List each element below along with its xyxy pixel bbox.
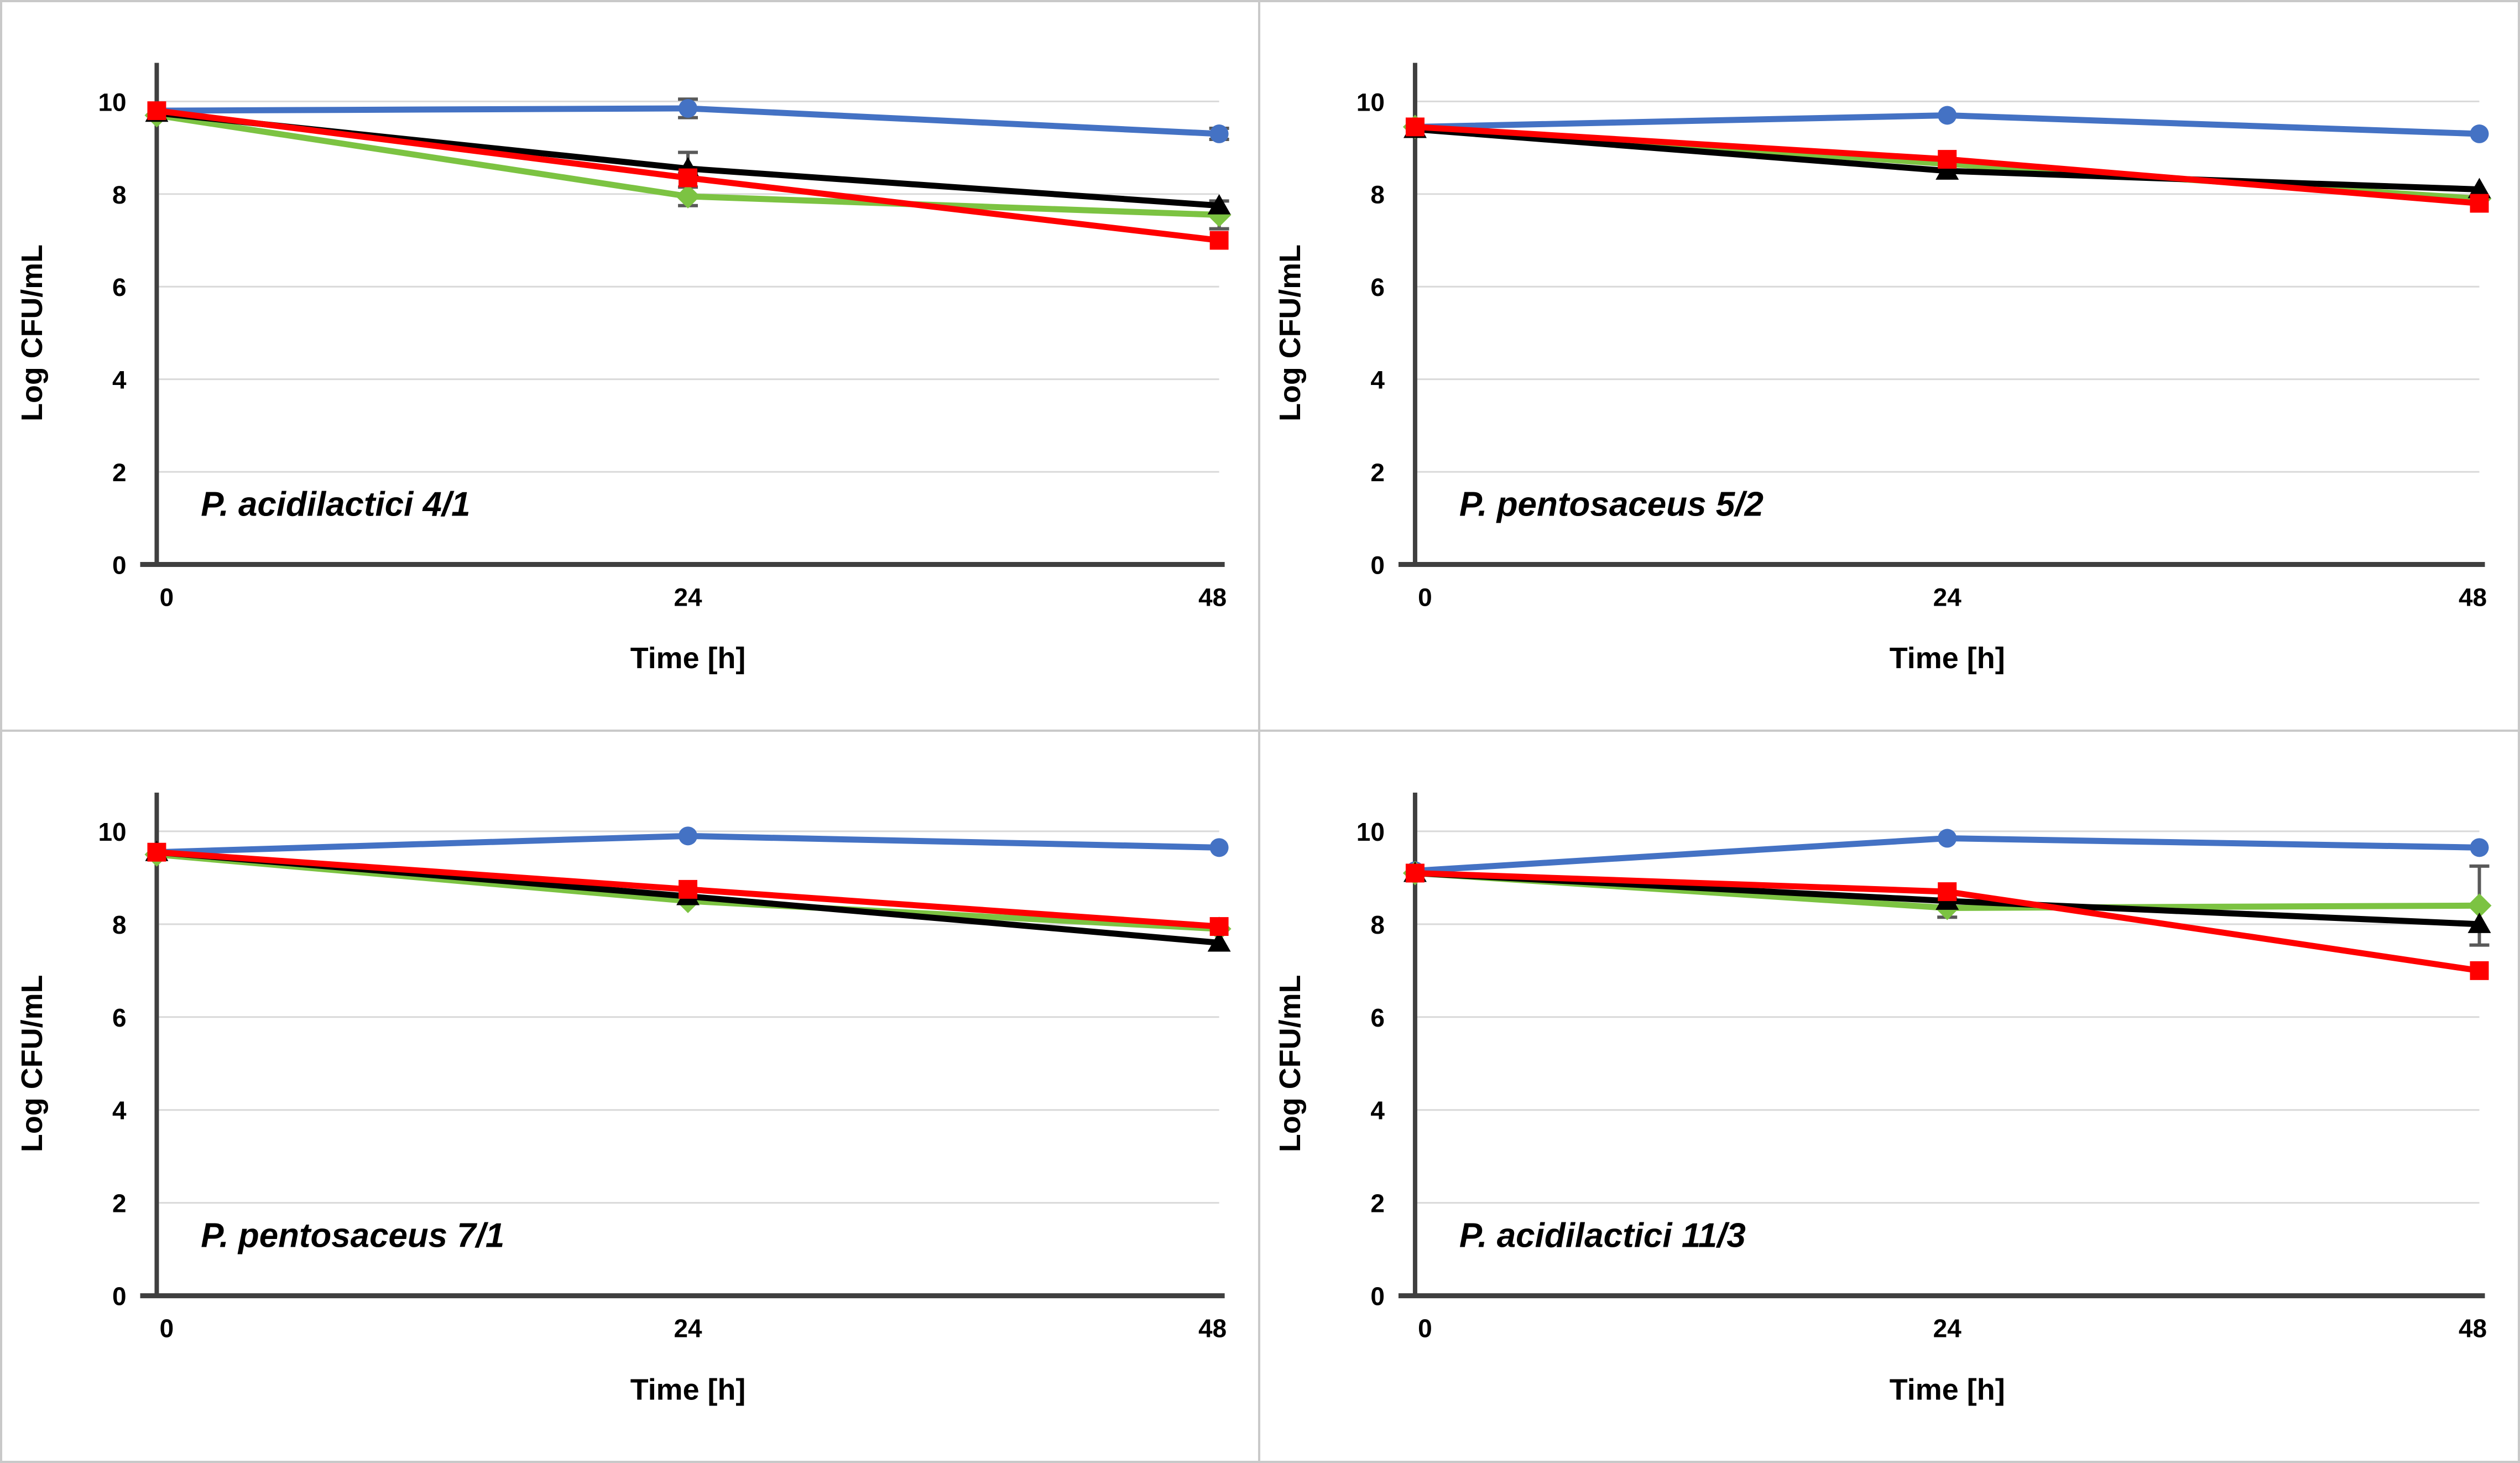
circle-marker	[2470, 124, 2489, 143]
chart-text: 4	[1370, 1096, 1385, 1124]
chart-text: 6	[1370, 1003, 1385, 1032]
chart-text: P. pentosaceus 7/1	[201, 1216, 504, 1254]
chart-text: 10	[98, 87, 127, 116]
chart-text: 10	[1356, 87, 1384, 116]
chart-text: 2	[112, 458, 127, 487]
square-marker	[1937, 882, 1956, 901]
chart-text: Time [h]	[630, 642, 746, 675]
chart-text: 24	[1933, 582, 1961, 611]
chart-text: Time [h]	[1889, 1373, 2005, 1406]
circle-marker	[1937, 829, 1956, 848]
circle-marker	[1209, 837, 1229, 857]
chart-text: 0	[112, 550, 127, 579]
chart-cell-2: 0 2 4 6 8 10 0 24 48 Time [h] Log CFU/mL P. pentosa…	[1260, 2, 2518, 732]
chart-text: 0	[160, 1314, 174, 1342]
square-marker	[1209, 917, 1229, 936]
square-marker	[1405, 863, 1425, 882]
chart-text: 2	[1370, 1189, 1385, 1217]
chart-text: Log CFU/mL	[1273, 244, 1306, 421]
chart-cell-1: 0 2 4 6 8 10 0 24 48 Time [h] Log CFU/mL P. acidila…	[2, 2, 1260, 732]
chart-text: 48	[1198, 1314, 1227, 1342]
chart-text: 6	[112, 273, 127, 301]
chart-text: 8	[1370, 910, 1385, 939]
diamond-marker	[2467, 893, 2492, 918]
triangle-marker	[1207, 930, 1231, 951]
square-marker	[1405, 117, 1425, 137]
chart-text: 4	[1370, 366, 1385, 394]
chart-text: 2	[112, 1189, 127, 1217]
square-marker	[147, 842, 166, 862]
chart-cell-4: 0 2 4 6 8 10 0 24 48 Time [h] Log CFU/mL P. acidila…	[1260, 731, 2518, 1461]
chart-text: 0	[1418, 1314, 1432, 1342]
chart-text: Time [h]	[1889, 642, 2005, 675]
chart-text: 6	[112, 1003, 127, 1032]
triangle-marker	[2467, 178, 2491, 199]
triangle-marker	[1207, 194, 1231, 215]
square-marker	[147, 101, 166, 121]
circle-marker	[1209, 124, 1229, 143]
chart-text: P. pentosaceus 5/2	[1459, 486, 1763, 524]
chart-text: 10	[1356, 817, 1384, 846]
chart-text: Log CFU/mL	[1273, 975, 1306, 1152]
square-marker	[1209, 231, 1229, 250]
chart-text: 0	[1370, 1282, 1385, 1310]
chart-text: 48	[2458, 1314, 2486, 1342]
circle-marker	[1937, 106, 1956, 125]
chart-text: Log CFU/mL	[15, 244, 49, 421]
chart-text: 0	[160, 582, 174, 611]
chart-text: 4	[112, 1096, 127, 1124]
chart-text: 0	[112, 1282, 127, 1310]
square-marker	[2470, 194, 2489, 213]
chart-text: 10	[98, 817, 126, 846]
chart-text: 0	[1370, 551, 1385, 580]
chart-text: 6	[1370, 273, 1385, 301]
triangle-marker	[1935, 159, 1959, 180]
chart-text: Time [h]	[630, 1373, 746, 1406]
chart-text: 2	[1370, 458, 1385, 487]
chart-text: 24	[1933, 1314, 1961, 1342]
square-marker	[2470, 961, 2489, 980]
square-marker	[679, 879, 698, 899]
chart-text: 24	[674, 582, 703, 611]
square-marker	[679, 168, 698, 188]
chart-text: 4	[112, 366, 127, 394]
chart-text: 8	[1370, 180, 1385, 209]
chart-text: 8	[112, 910, 127, 939]
chart-text: P. acidilactici 11/3	[1459, 1216, 1745, 1254]
chart-text: P. acidilactici 4/1	[201, 486, 470, 524]
chart-cell-3: 0 2 4 6 8 10 0 24 48 Time [h] Log CFU/mL P. pentosa…	[2, 731, 1260, 1461]
triangle-marker	[2467, 912, 2491, 933]
circle-marker	[2470, 837, 2489, 857]
circle-marker	[679, 826, 698, 845]
chart-text: Log CFU/mL	[15, 975, 49, 1152]
chart-text: 24	[674, 1314, 703, 1342]
chart-text: 48	[2458, 582, 2486, 611]
square-marker	[1937, 150, 1956, 169]
circle-marker	[679, 99, 698, 118]
chart-text: 0	[1418, 582, 1432, 611]
chart-text: 48	[1198, 582, 1227, 611]
chart-text: 8	[112, 180, 127, 209]
